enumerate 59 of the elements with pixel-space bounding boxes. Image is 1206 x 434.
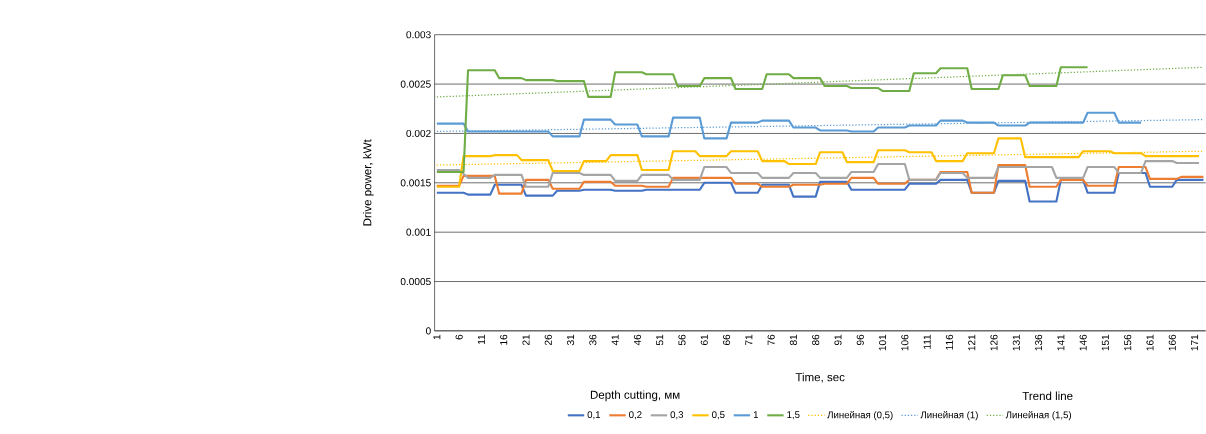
x-tick-label: 61 (700, 334, 708, 346)
x-tick-label: 131 (1012, 334, 1020, 351)
legend-label: 1,5 (787, 411, 800, 420)
x-tick-label: 56 (678, 334, 686, 346)
legend-label: 0,5 (712, 411, 725, 420)
y-tick-label: 0.0005 (400, 278, 431, 286)
x-tick-label: 156 (1124, 334, 1132, 351)
x-tick-label: 101 (878, 334, 887, 351)
x-tick-label: 16 (500, 334, 508, 345)
x-tick-label: 96 (856, 334, 864, 346)
x-tick-label: 126 (990, 334, 998, 351)
y-tick-label: 0.002 (406, 129, 431, 138)
x-axis-title: Time, sec (795, 372, 845, 383)
x-tick-label: 121 (968, 334, 976, 351)
x-tick-label: 41 (611, 334, 619, 346)
legend-label: 0,1 (587, 411, 601, 420)
legend-label: 1 (753, 411, 758, 418)
x-tick-label: 1 (433, 334, 441, 340)
text: Depth cutting, мм (590, 390, 680, 402)
x-tick-label: 21 (522, 334, 530, 346)
legend-label: Линейная (1) (920, 411, 978, 421)
y-tick-label: 0.0025 (400, 80, 431, 88)
legend-label: 0,3 (670, 411, 684, 420)
x-tick-label: 91 (834, 334, 842, 346)
line-series (435, 137, 1201, 188)
x-tick-label: 31 (566, 334, 575, 346)
x-tick-label: 6 (455, 334, 463, 340)
line-series (435, 164, 1205, 195)
y-axis-title: Drive power, kWt (362, 139, 374, 226)
x-tick-label: 36 (589, 334, 597, 346)
x-tick-label: 111 (923, 334, 931, 349)
line-series (435, 171, 1205, 203)
x-tick-label: 116 (945, 334, 953, 350)
x-tick-label: 26 (544, 334, 552, 346)
legend-label: Линейная (1,5) (1005, 411, 1072, 421)
x-tick-label: 71 (745, 334, 753, 346)
y-tick-label: 0 (425, 327, 431, 335)
x-tick-label: 136 (1034, 334, 1043, 351)
x-tick-label: 46 (633, 334, 641, 346)
x-tick-label: 11 (477, 334, 485, 345)
legend-label: 0,2 (629, 411, 642, 420)
text: Trend line (1022, 391, 1073, 401)
x-tick-label: 106 (901, 334, 909, 351)
y-tick-label: 0.0015 (400, 179, 431, 187)
line-series (435, 160, 1201, 188)
x-tick-label: 141 (1057, 334, 1065, 351)
legend-label: Линейная (0,5) (827, 411, 893, 421)
x-tick-label: 76 (767, 334, 775, 346)
x-tick-label: 171 (1191, 334, 1199, 351)
x-tick-label: 151 (1101, 334, 1109, 351)
x-tick-label: 166 (1168, 334, 1176, 351)
y-tick-label: 0.001 (406, 228, 431, 236)
x-tick-label: 86 (812, 334, 820, 346)
x-tick-label: 161 (1146, 334, 1154, 351)
x-tick-label: 66 (722, 334, 731, 346)
y-tick-label: 0.003 (406, 31, 431, 39)
x-tick-label: 81 (789, 334, 797, 346)
x-tick-label: 51 (656, 334, 664, 346)
x-tick-label: 146 (1079, 334, 1087, 351)
